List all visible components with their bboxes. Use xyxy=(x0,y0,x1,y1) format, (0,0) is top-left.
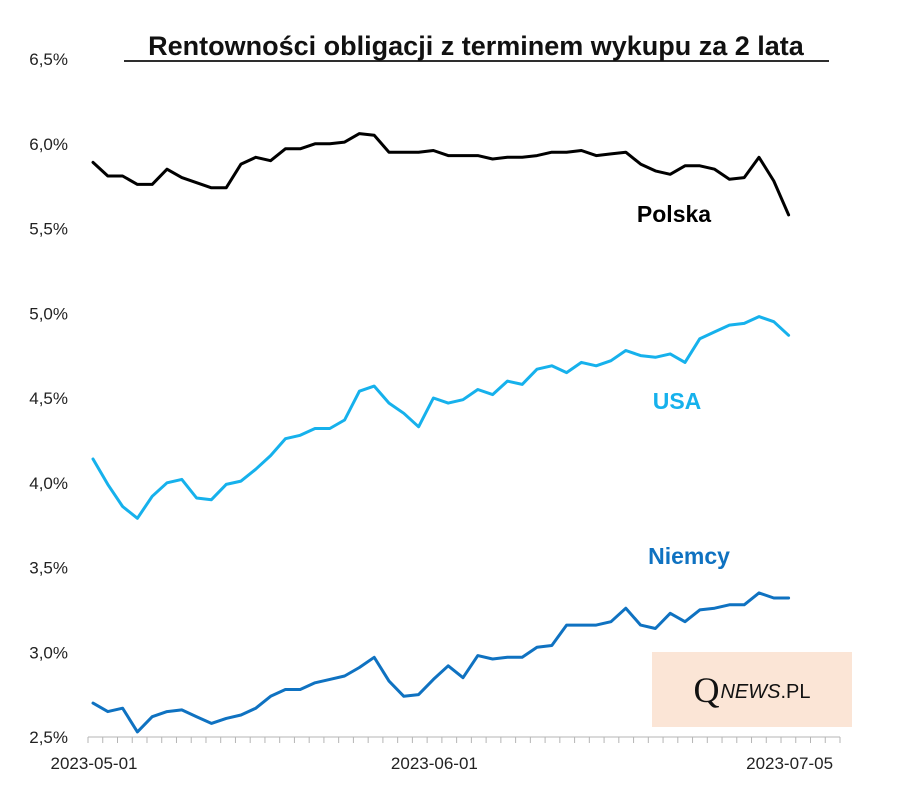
y-tick-label: 3,0% xyxy=(29,643,68,662)
watermark-news: NEWS xyxy=(720,681,781,703)
y-tick-label: 4,0% xyxy=(29,474,68,493)
series-lines xyxy=(91,132,791,734)
series-line-usa xyxy=(91,315,791,520)
y-tick-label: 6,5% xyxy=(29,50,68,69)
y-tick-label: 5,0% xyxy=(29,304,68,323)
x-tick-label: 2023-05-01 xyxy=(51,754,138,773)
y-tick-label: 6,0% xyxy=(29,135,68,154)
y-tick-label: 2,5% xyxy=(29,728,68,747)
series-label-niemcy: Niemcy xyxy=(648,543,730,569)
series-label-polska: Polska xyxy=(637,201,711,227)
y-tick-label: 4,5% xyxy=(29,389,68,408)
y-tick-label: 5,5% xyxy=(29,220,68,239)
watermark-pl: .PL xyxy=(780,681,811,703)
x-tick-label: 2023-06-01 xyxy=(391,754,478,773)
chart-title: Rentowności obligacji z terminem wykupu … xyxy=(148,31,805,61)
x-axis: 2023-05-01 2023-06-01 2023-07-05 xyxy=(51,736,841,773)
qnews-watermark: Q NEWS .PL xyxy=(652,652,852,727)
series-label-usa: USA xyxy=(653,388,702,414)
watermark-q: Q xyxy=(693,669,720,710)
y-tick-label: 3,5% xyxy=(29,559,68,578)
y-axis: 6,5% 6,0% 5,5% 5,0% 4,5% 4,0% 3,5% 3,0% 2,5% xyxy=(29,50,68,747)
series-line-polska xyxy=(91,132,791,217)
series-line-niemcy xyxy=(91,591,791,734)
x-tick-label: 2023-07-05 xyxy=(746,754,833,773)
